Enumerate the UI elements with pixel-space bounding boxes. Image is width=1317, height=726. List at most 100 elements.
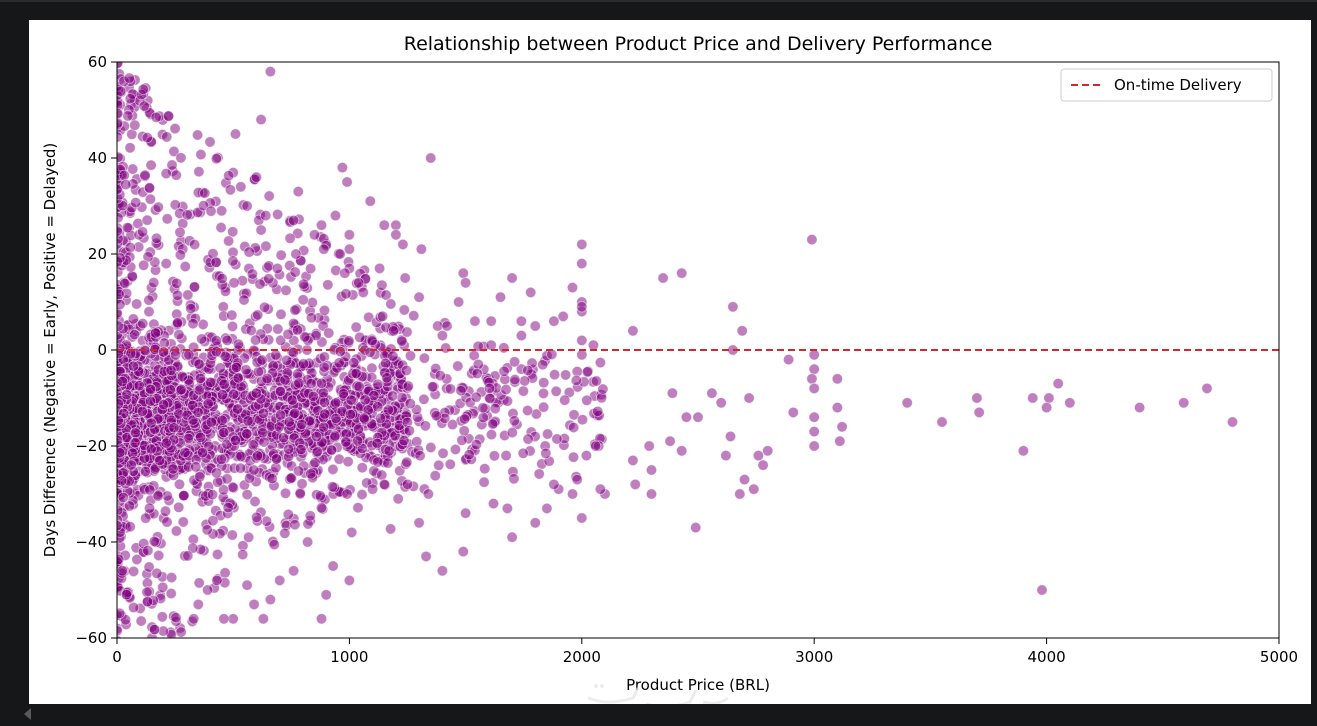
data-point <box>350 321 362 333</box>
data-point <box>275 308 287 320</box>
data-point <box>232 403 244 415</box>
data-point <box>353 277 365 289</box>
data-point <box>179 446 191 458</box>
data-point <box>127 313 140 325</box>
data-point <box>422 488 434 500</box>
data-point <box>139 465 152 477</box>
data-point <box>228 277 240 289</box>
x-tick-label: 5000 <box>1260 648 1298 666</box>
horizontal-scrollbar[interactable] <box>0 704 1317 726</box>
data-point <box>283 443 295 455</box>
data-point <box>436 329 448 342</box>
data-point <box>160 168 172 180</box>
data-point <box>426 381 439 393</box>
data-point <box>458 413 471 425</box>
data-point <box>657 272 669 284</box>
data-point <box>199 187 211 199</box>
data-point <box>752 449 765 462</box>
data-point <box>195 148 207 161</box>
data-point <box>329 210 342 222</box>
data-point <box>117 252 126 264</box>
data-point <box>472 340 484 352</box>
data-point <box>385 298 397 310</box>
data-point <box>152 490 164 502</box>
data-point <box>305 377 317 390</box>
data-point <box>537 387 550 399</box>
data-point <box>201 524 213 536</box>
data-point <box>343 335 355 347</box>
data-point <box>287 565 300 577</box>
data-point <box>364 346 376 358</box>
data-point <box>183 349 195 361</box>
data-point <box>356 488 368 501</box>
data-point <box>252 309 264 321</box>
data-point <box>537 359 549 371</box>
data-point <box>139 169 151 181</box>
data-point <box>171 277 183 289</box>
data-point <box>249 495 261 508</box>
data-point <box>304 510 316 522</box>
data-point <box>235 450 247 462</box>
data-point <box>264 65 276 78</box>
data-point <box>522 433 534 445</box>
data-point <box>117 491 129 504</box>
data-point <box>376 279 388 291</box>
data-point <box>757 459 769 471</box>
data-point <box>218 613 230 625</box>
data-point <box>260 210 272 222</box>
data-point <box>566 488 579 500</box>
data-point <box>207 515 219 527</box>
data-point <box>193 384 205 396</box>
data-point <box>501 502 513 514</box>
data-point <box>452 296 465 308</box>
data-point <box>270 349 282 361</box>
data-point <box>566 281 579 294</box>
data-point <box>243 531 255 543</box>
data-point <box>281 354 293 366</box>
data-point <box>787 406 799 418</box>
data-point <box>323 327 335 339</box>
data-point <box>251 511 263 523</box>
data-point <box>287 346 299 359</box>
data-point <box>145 417 157 429</box>
data-point <box>118 169 130 181</box>
data-point <box>216 414 228 426</box>
data-point <box>376 469 388 481</box>
data-point <box>382 404 394 416</box>
data-point <box>271 262 283 274</box>
data-point <box>170 349 182 361</box>
data-point <box>1201 382 1213 394</box>
data-point <box>188 281 201 293</box>
data-point <box>243 246 255 258</box>
data-point <box>580 449 593 462</box>
data-point <box>117 504 124 516</box>
data-point <box>117 288 125 300</box>
data-point <box>498 342 510 354</box>
data-point <box>1134 401 1146 414</box>
data-point <box>195 431 207 443</box>
data-point <box>363 311 375 323</box>
data-point <box>148 535 160 548</box>
data-point <box>142 544 154 557</box>
data-point <box>396 335 408 347</box>
data-point <box>358 412 370 424</box>
data-point <box>252 366 264 378</box>
data-point <box>627 454 639 466</box>
data-point <box>123 500 136 512</box>
data-point <box>806 373 818 385</box>
data-point <box>152 201 164 213</box>
scatter-points <box>117 62 1239 638</box>
data-point <box>436 565 448 577</box>
data-point <box>736 325 748 337</box>
data-point <box>515 329 527 342</box>
data-point <box>144 484 156 496</box>
data-point <box>901 397 913 409</box>
data-point <box>340 288 352 300</box>
data-point <box>973 406 985 418</box>
data-point <box>515 315 527 327</box>
scroll-left-arrow-icon[interactable] <box>24 708 31 720</box>
data-point <box>479 463 491 475</box>
data-point <box>398 434 410 447</box>
data-point <box>279 527 291 539</box>
data-point <box>390 219 402 231</box>
